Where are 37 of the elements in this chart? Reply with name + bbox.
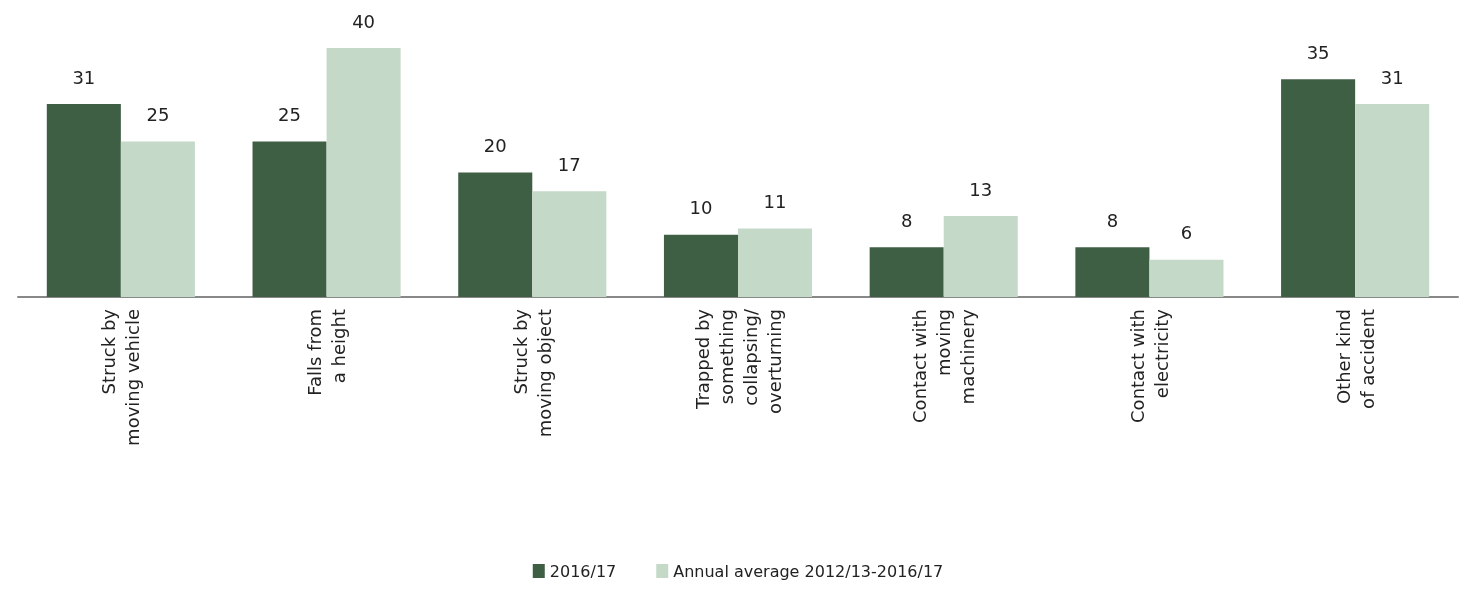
bar [943, 216, 1018, 297]
data-label: 25 [278, 103, 301, 125]
bar [738, 228, 813, 297]
bar [1075, 247, 1150, 297]
data-label: 31 [72, 66, 96, 88]
bar [663, 234, 738, 297]
x-tick-label: Contact with electricity [1126, 308, 1172, 423]
bar [869, 247, 944, 297]
legend-label: 2016/17 [549, 561, 617, 581]
data-label: 17 [557, 153, 581, 175]
x-tick-label: Trapped by something collapsing/ overturning [691, 308, 785, 414]
data-label: 25 [146, 103, 170, 125]
x-tick-label: Contact with moving machinery [909, 308, 979, 423]
data-label: 20 [483, 135, 507, 156]
data-label: 13 [969, 178, 993, 200]
x-tick-label: Struck by moving object [509, 308, 555, 438]
data-label: 31 [1380, 66, 1404, 88]
data-label: 8 [900, 209, 913, 231]
data-label: 8 [1106, 209, 1119, 231]
x-tick-label: Other kind of accident [1332, 309, 1378, 409]
bar [1281, 79, 1356, 297]
x-tick-label: Struck by moving vehicle [98, 308, 144, 446]
x-tick-label: Falls from a height [304, 309, 350, 396]
bar [1355, 104, 1430, 297]
data-label: 40 [352, 10, 376, 32]
data-label: 11 [763, 191, 787, 213]
bar [1149, 259, 1224, 297]
data-label: 35 [1306, 41, 1330, 63]
bar [532, 191, 607, 297]
bar [120, 141, 195, 297]
legend-label: Annual average 2012/13-2016/17 [673, 561, 944, 581]
bar [46, 104, 121, 297]
bar [252, 141, 327, 297]
data-label: 10 [689, 197, 713, 219]
data-label: 6 [1180, 222, 1193, 244]
bar [458, 172, 533, 297]
bar [326, 48, 401, 297]
